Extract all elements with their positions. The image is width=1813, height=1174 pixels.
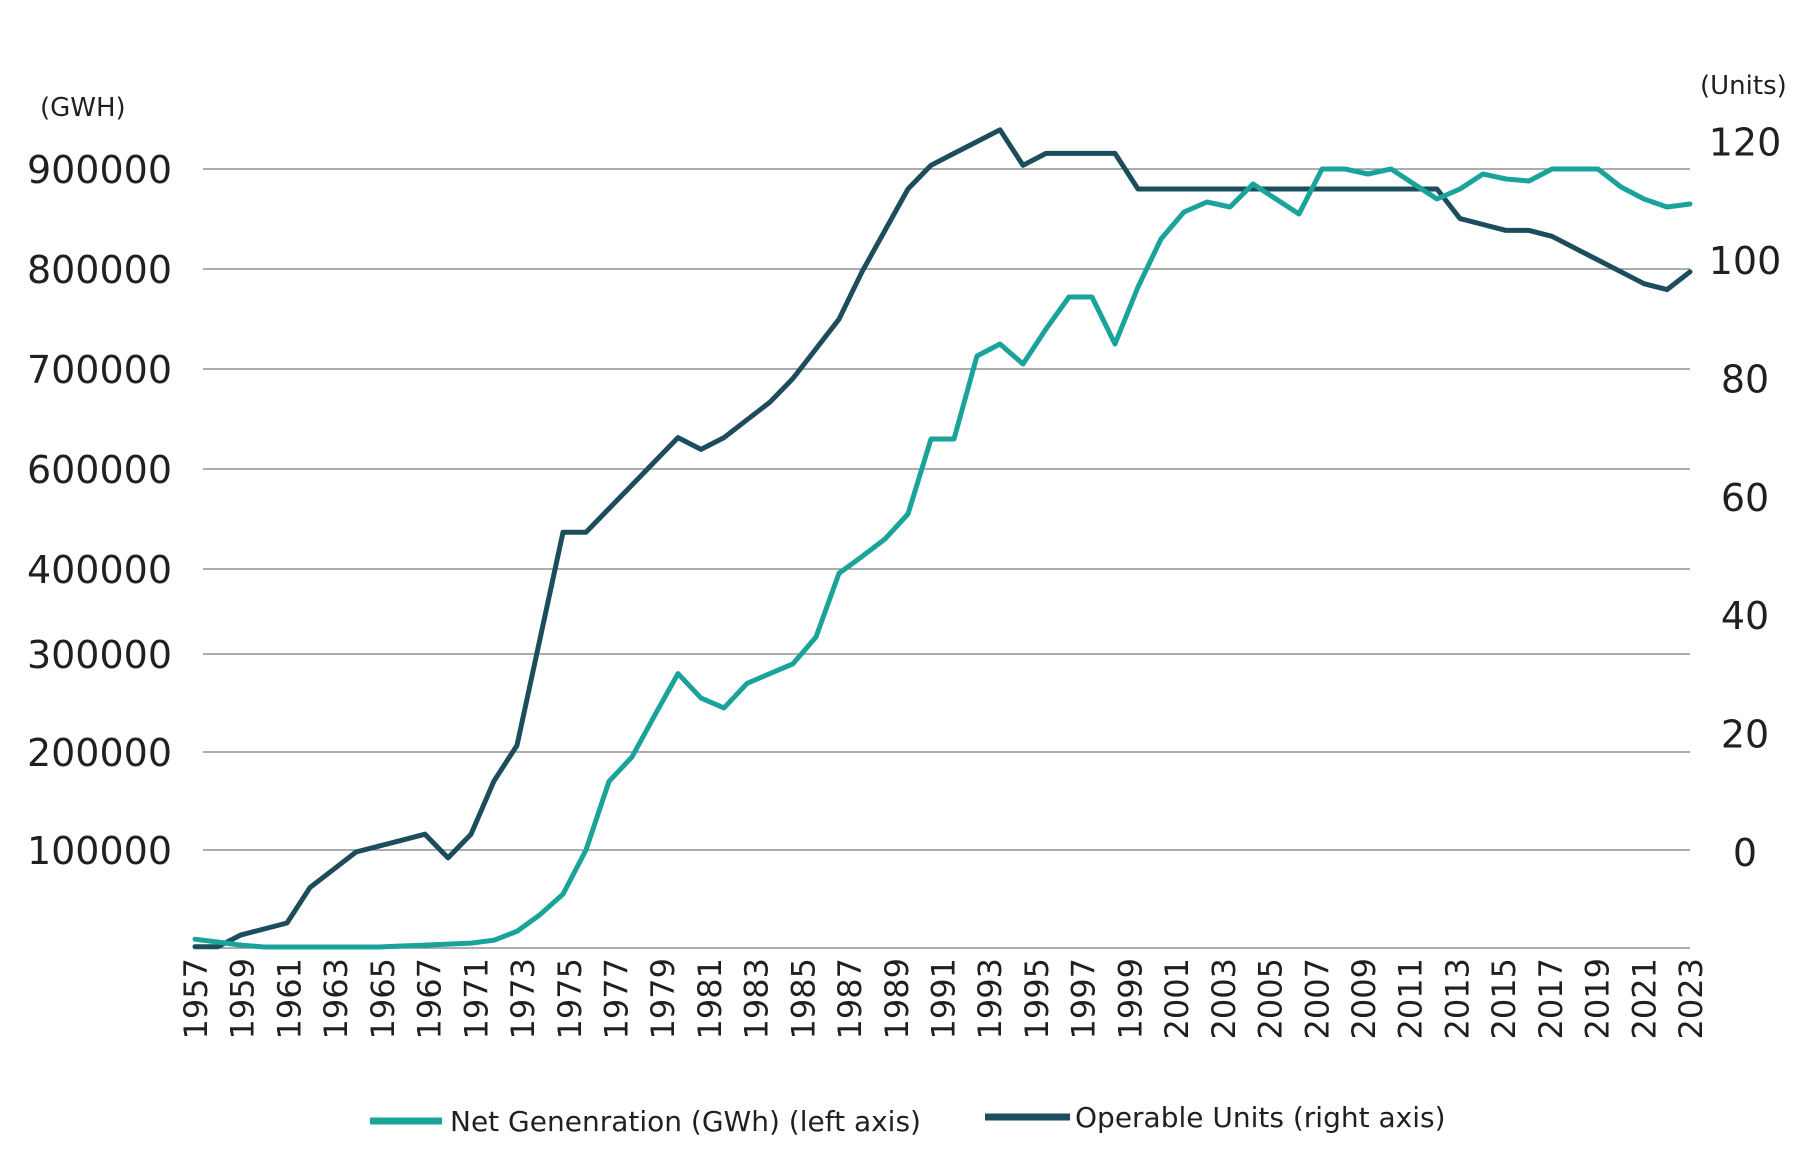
series-line-operable-units — [192, 127, 1693, 950]
x-tick-label: 2019 — [1579, 958, 1617, 1039]
x-tick-label: 2017 — [1532, 958, 1570, 1039]
x-tick-label: 1991 — [925, 958, 963, 1039]
x-tick-label: 2011 — [1392, 958, 1430, 1039]
x-tick-label: 1999 — [1111, 958, 1149, 1039]
legend-item-operable-units: Operable Units (right axis) — [985, 1101, 1446, 1134]
x-tick-label: 1975 — [551, 958, 589, 1039]
series-lines — [192, 127, 1693, 950]
x-tick-label: 1995 — [1018, 958, 1056, 1039]
x-tick-label: 1961 — [270, 958, 308, 1039]
x-tick-label: 2005 — [1252, 958, 1290, 1039]
x-axis: 1957 1959 1961 1963 1965 1967 1971 1973 1975 1977… — [177, 958, 1710, 1039]
x-tick-label: 1971 — [457, 958, 495, 1039]
x-tick-label: 1989 — [878, 958, 916, 1039]
right-tick-label: 120 — [1709, 121, 1782, 165]
x-tick-label: 1973 — [504, 958, 542, 1039]
legend-label-net-generation: Net Genenration (GWh) (left axis) — [450, 1105, 921, 1138]
x-tick-label: 2023 — [1672, 958, 1710, 1039]
left-tick-label: 400000 — [27, 548, 172, 592]
x-tick-label: 1987 — [831, 958, 869, 1039]
legend-item-net-generation: Net Genenration (GWh) (left axis) — [370, 1105, 921, 1138]
gridlines — [203, 168, 1690, 949]
x-tick-label: 1963 — [317, 958, 355, 1039]
right-tick-label: 80 — [1721, 357, 1769, 401]
right-tick-label: 40 — [1721, 594, 1769, 638]
x-tick-label: 1983 — [738, 958, 776, 1039]
x-tick-label: 1965 — [364, 958, 402, 1039]
left-axis: (GWH) 100000 200000 300000 400000 600000 7000… — [27, 93, 172, 873]
right-tick-label: 0 — [1733, 831, 1757, 875]
x-tick-label: 1959 — [224, 958, 262, 1039]
x-tick-label: 1957 — [177, 958, 215, 1039]
x-tick-label: 1981 — [691, 958, 729, 1039]
x-tick-label: 1977 — [597, 958, 635, 1039]
right-axis-unit: (Units) — [1700, 71, 1787, 101]
x-tick-label: 2015 — [1485, 958, 1523, 1039]
legend-label-operable-units: Operable Units (right axis) — [1075, 1101, 1446, 1134]
x-tick-label: 1997 — [1065, 958, 1103, 1039]
x-tick-label: 1985 — [784, 958, 822, 1039]
x-tick-label: 2007 — [1298, 958, 1336, 1039]
left-tick-label: 800000 — [27, 248, 172, 292]
series-line-net-generation — [192, 166, 1693, 950]
right-tick-label: 20 — [1721, 713, 1769, 757]
x-tick-label: 1967 — [411, 958, 449, 1039]
left-tick-label: 300000 — [27, 633, 172, 677]
x-tick-label: 2009 — [1345, 958, 1383, 1039]
x-tick-label: 2013 — [1438, 958, 1476, 1039]
left-tick-label: 100000 — [27, 829, 172, 873]
left-tick-label: 200000 — [27, 731, 172, 775]
right-tick-label: 100 — [1709, 239, 1782, 283]
x-tick-label: 1993 — [971, 958, 1009, 1039]
left-tick-label: 900000 — [27, 148, 172, 192]
legend: Net Genenration (GWh) (left axis) Operab… — [370, 1101, 1446, 1138]
x-tick-label: 2021 — [1625, 958, 1663, 1039]
x-tick-label: 2001 — [1158, 958, 1196, 1039]
left-tick-label: 600000 — [27, 448, 172, 492]
left-axis-unit: (GWH) — [40, 93, 126, 123]
x-tick-label: 1979 — [644, 958, 682, 1039]
right-tick-label: 60 — [1721, 476, 1769, 520]
left-tick-label: 700000 — [27, 348, 172, 392]
x-tick-label: 2003 — [1205, 958, 1243, 1039]
right-axis: (Units) 0 20 40 60 80 100 120 — [1700, 71, 1787, 875]
